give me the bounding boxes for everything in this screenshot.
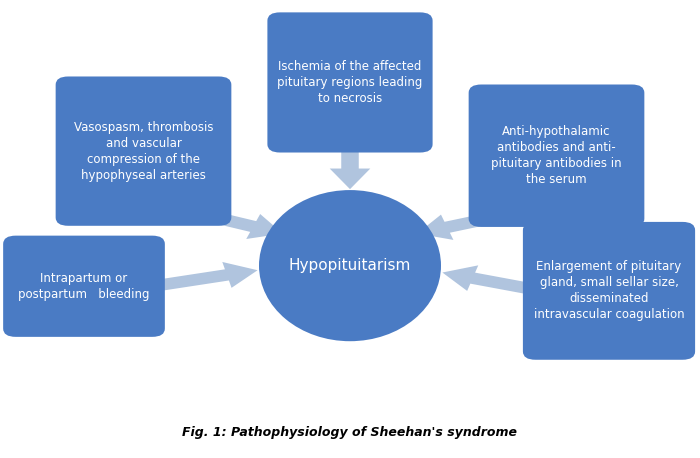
FancyArrow shape: [150, 262, 258, 292]
FancyBboxPatch shape: [55, 76, 231, 226]
FancyArrow shape: [330, 144, 370, 189]
Text: Vasospasm, thrombosis
and vascular
compression of the
hypophyseal arteries: Vasospasm, thrombosis and vascular compr…: [74, 120, 214, 182]
FancyArrow shape: [442, 265, 543, 296]
FancyArrow shape: [199, 209, 283, 239]
FancyBboxPatch shape: [3, 236, 165, 337]
FancyBboxPatch shape: [267, 12, 433, 153]
FancyBboxPatch shape: [523, 222, 695, 360]
Text: Intrapartum or
postpartum   bleeding: Intrapartum or postpartum bleeding: [18, 272, 150, 301]
Text: Anti-hypothalamic
antibodies and anti-
pituitary antibodies in
the serum: Anti-hypothalamic antibodies and anti- p…: [491, 125, 622, 186]
FancyBboxPatch shape: [469, 85, 644, 227]
Text: Ischemia of the affected
pituitary regions leading
to necrosis: Ischemia of the affected pituitary regio…: [277, 60, 423, 105]
Ellipse shape: [259, 190, 441, 341]
Text: Hypopituitarism: Hypopituitarism: [289, 258, 411, 273]
Text: Enlargement of pituitary
gland, small sellar size,
disseminated
intravascular co: Enlargement of pituitary gland, small se…: [533, 260, 685, 322]
Text: Fig. 1: Pathophysiology of Sheehan's syndrome: Fig. 1: Pathophysiology of Sheehan's syn…: [183, 426, 517, 439]
FancyArrow shape: [417, 211, 500, 240]
